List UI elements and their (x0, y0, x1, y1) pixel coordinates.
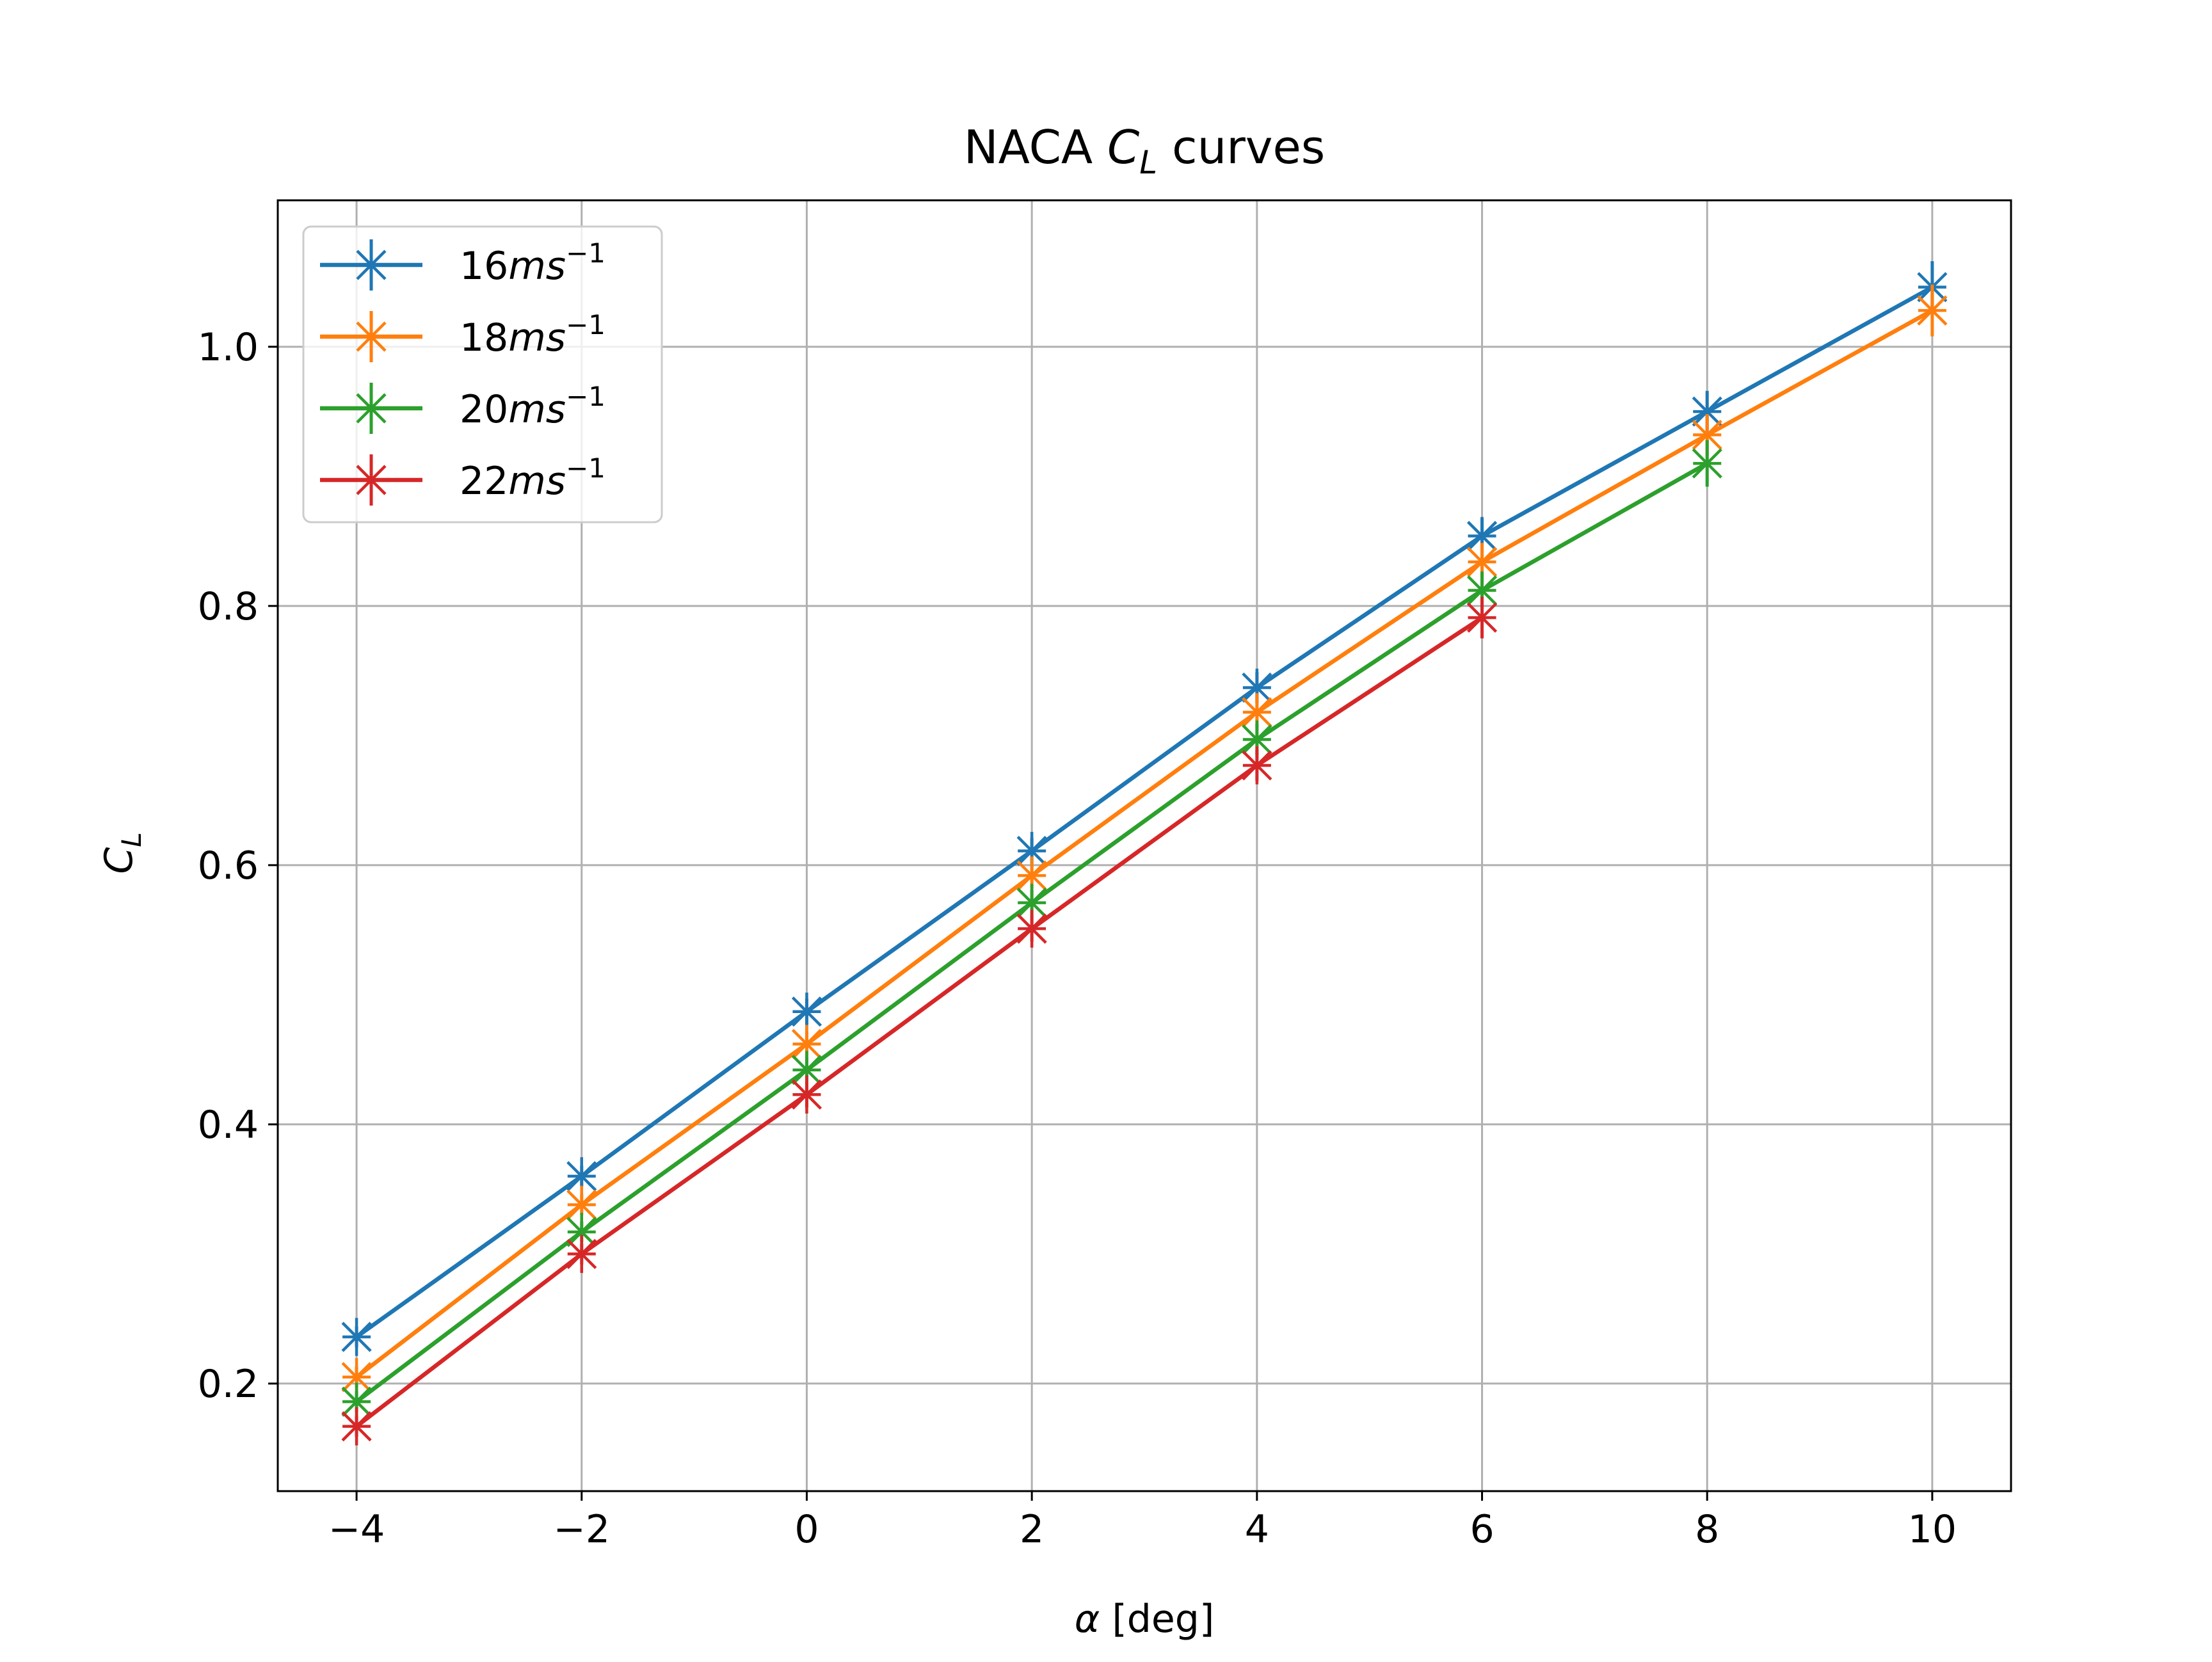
x-axis-label: α [deg] (1075, 1597, 1215, 1642)
data-point (1242, 746, 1272, 785)
legend-label-unit: ms (508, 459, 566, 504)
legend-box (302, 225, 663, 523)
legend-label-unit: ms (508, 387, 566, 432)
legend-label-exponent: −1 (566, 452, 605, 484)
series-line (355, 285, 1934, 1339)
data-point (1692, 444, 1722, 483)
y-tick-label: 1.0 (198, 325, 259, 370)
x-tick-label: −2 (554, 1507, 610, 1552)
legend-entry-16: 16ms−1 (320, 237, 605, 291)
legend-label-exponent: −1 (566, 237, 605, 269)
data-point (1016, 909, 1047, 948)
legend-label-number: 16 (460, 244, 508, 289)
y-tick-label: 0.6 (198, 843, 259, 888)
legend-label-number: 22 (460, 459, 508, 504)
series-line (355, 308, 1934, 1379)
legend-label-exponent: −1 (566, 381, 605, 412)
axis-ticks: −4 −2 0 2 4 6 8 10 0.2 0.4 0.6 0.8 1.0 (198, 325, 1957, 1552)
plot-frame (276, 199, 2012, 1492)
legend-label-exponent: −1 (566, 309, 605, 340)
x-tick-label: 6 (1470, 1507, 1494, 1552)
data-point (1917, 291, 1948, 330)
legend-label: 22ms−1 (460, 452, 605, 504)
series-18 (341, 284, 1948, 1396)
series-line (355, 616, 1484, 1428)
data-point (1466, 543, 1498, 581)
chart-title: NACA CL curves (964, 120, 1326, 181)
legend-entry-22: 22ms−1 (320, 452, 605, 506)
data-point (341, 1407, 372, 1446)
x-tick-label: 0 (794, 1507, 819, 1552)
x-tick-label: −4 (328, 1507, 385, 1552)
x-tick-label: 8 (1695, 1507, 1719, 1552)
y-tick-label: 0.8 (198, 584, 259, 629)
data-point (341, 1318, 372, 1356)
legend-label-unit: ms (508, 316, 566, 360)
legend-swatch-marker (356, 246, 387, 284)
grid (278, 200, 2011, 1491)
series-20 (341, 440, 1722, 1421)
legend-label-number: 18 (460, 316, 508, 360)
x-tick-label: 2 (1020, 1507, 1044, 1552)
data-point (1466, 598, 1498, 637)
legend-swatch-marker (356, 461, 387, 499)
legend-swatch-marker (356, 389, 387, 427)
y-tick-label: 0.2 (198, 1362, 259, 1407)
legend-entry-20: 20ms−1 (320, 381, 605, 434)
legend-swatch-marker (356, 317, 387, 356)
y-tick-label: 0.4 (198, 1103, 259, 1147)
legend-label-number: 20 (460, 387, 508, 432)
data-point (791, 1075, 822, 1114)
x-tick-label: 4 (1245, 1507, 1269, 1552)
series-22 (341, 596, 1498, 1446)
legend-entry-18: 18ms−1 (320, 309, 605, 362)
legend-label: 16ms−1 (460, 237, 605, 289)
legend-label-unit: ms (508, 244, 566, 289)
x-tick-label: 10 (1908, 1507, 1957, 1552)
series-group (341, 261, 1948, 1446)
legend-label: 20ms−1 (460, 381, 605, 432)
y-axis-label: CL (97, 832, 147, 874)
data-point (791, 993, 822, 1031)
data-point (1242, 668, 1272, 707)
legend-label: 18ms−1 (460, 309, 605, 360)
data-point (566, 1185, 597, 1224)
data-point (566, 1235, 597, 1274)
